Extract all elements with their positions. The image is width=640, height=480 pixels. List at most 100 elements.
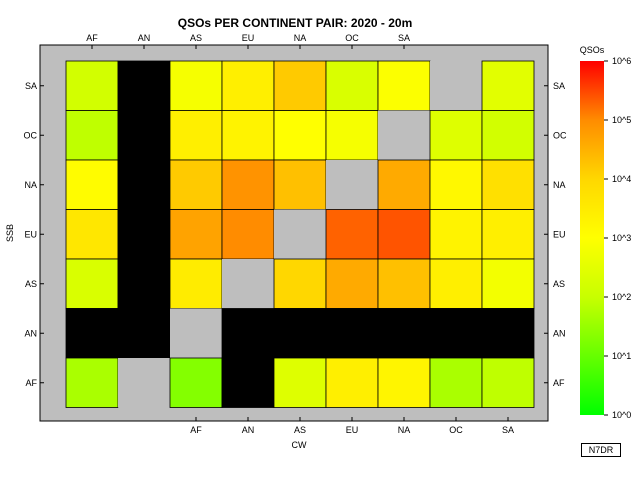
heatmap-cell	[117, 159, 171, 210]
heatmap-cell	[169, 357, 223, 408]
heatmap-cell	[273, 159, 327, 210]
colorbar-tick-label: 10^4	[612, 174, 631, 184]
heatmap-cell	[221, 110, 275, 161]
heatmap-cell	[273, 357, 327, 408]
heatmap-cell	[273, 60, 327, 111]
heatmap-cell	[118, 358, 170, 408]
y-tick-label-right: NA	[553, 180, 566, 190]
heatmap-cell	[65, 209, 119, 260]
heatmap-cell	[481, 258, 535, 309]
heatmap-cell	[117, 258, 171, 309]
x-tick-label-bottom: NA	[398, 425, 411, 435]
colorbar-tick-label: 10^5	[612, 115, 631, 125]
axis-ticks: AF AN AS EU NA OC SA AF AN AS EU NA OC SA SA SA OC OC NA NA…	[24, 33, 568, 435]
heatmap-cell	[65, 60, 119, 111]
heatmap-cell	[325, 308, 379, 359]
x-tick-label-top: AS	[190, 33, 202, 43]
heatmap-cell	[377, 357, 431, 408]
x-tick-label-top: EU	[242, 33, 255, 43]
x-axis-label: CW	[292, 440, 307, 450]
x-tick-label-top: OC	[345, 33, 359, 43]
heatmap-cell	[377, 60, 431, 111]
colorbar-tick-label: 10^3	[612, 233, 631, 243]
heatmap-cell	[429, 159, 483, 210]
heatmap-cell	[481, 60, 535, 111]
heatmap-cell	[377, 308, 431, 359]
heatmap-cell	[169, 159, 223, 210]
y-tick-label-left: AF	[25, 378, 37, 388]
y-tick-label-left: EU	[24, 229, 37, 239]
y-tick-label-left: AN	[24, 328, 37, 338]
heatmap-cell	[429, 110, 483, 161]
colorbar-ticks: 10^6 10^5 10^4 10^3 10^2 10^1 10^0	[604, 56, 631, 420]
heatmap-cell	[325, 209, 379, 260]
heatmap-cell	[378, 110, 430, 160]
heatmap-cell	[169, 60, 223, 111]
colorbar-label: QSOs	[580, 45, 605, 55]
heatmap-cell	[117, 60, 171, 111]
heatmap-cell	[274, 209, 326, 259]
colorbar	[580, 61, 604, 415]
colorbar-tick-label: 10^0	[612, 410, 631, 420]
x-tick-label-bottom: EU	[346, 425, 359, 435]
x-tick-label-top: SA	[398, 33, 410, 43]
y-tick-label-left: SA	[25, 81, 37, 91]
x-tick-label-bottom: SA	[502, 425, 514, 435]
y-tick-label-left: NA	[24, 180, 37, 190]
colorbar-tick-label: 10^1	[612, 351, 631, 361]
heatmap-cell	[273, 258, 327, 309]
colorbar-tick-label: 10^6	[612, 56, 631, 66]
chart-title: QSOs PER CONTINENT PAIR: 2020 - 20m	[178, 16, 413, 30]
heatmap-cell	[481, 308, 535, 359]
heatmap-cell	[273, 110, 327, 161]
heatmap-cell	[221, 357, 275, 408]
credit-box: N7DR	[581, 443, 621, 457]
y-tick-label-left: OC	[24, 130, 38, 140]
heatmap-cell	[170, 308, 222, 358]
heatmap-cell	[117, 209, 171, 260]
heatmap-cell	[325, 258, 379, 309]
y-axis-label: SSB	[5, 224, 15, 242]
heatmap-cell	[325, 357, 379, 408]
heatmap-cell	[117, 110, 171, 161]
heatmap-cell	[429, 357, 483, 408]
x-tick-label-bottom: AN	[242, 425, 255, 435]
y-tick-label-left: AS	[25, 279, 37, 289]
heatmap-cell	[481, 110, 535, 161]
heatmap-cells	[65, 60, 535, 408]
y-tick-label-right: SA	[553, 81, 565, 91]
heatmap-cell	[481, 209, 535, 260]
y-tick-label-right: AN	[553, 328, 566, 338]
heatmap-cell	[221, 159, 275, 210]
heatmap-cell	[481, 357, 535, 408]
heatmap-cell	[169, 209, 223, 260]
heatmap-cell	[325, 60, 379, 111]
heatmap-cell	[430, 61, 482, 111]
x-tick-label-top: AF	[86, 33, 98, 43]
y-tick-label-right: AS	[553, 279, 565, 289]
heatmap-cell	[65, 308, 119, 359]
heatmap-cell	[429, 308, 483, 359]
y-tick-label-right: EU	[553, 229, 566, 239]
heatmap-cell	[429, 209, 483, 260]
heatmap-cell	[221, 308, 275, 359]
heatmap-cell	[429, 258, 483, 309]
y-tick-label-right: AF	[553, 378, 565, 388]
heatmap-cell	[377, 209, 431, 260]
x-tick-label-bottom: AF	[190, 425, 202, 435]
heatmap-cell	[65, 110, 119, 161]
heatmap-cell	[169, 110, 223, 161]
heatmap-cell	[221, 209, 275, 260]
heatmap-cell	[169, 258, 223, 309]
heatmap-cell	[377, 159, 431, 210]
heatmap-cell	[273, 308, 327, 359]
x-tick-label-top: NA	[294, 33, 307, 43]
heatmap-cell	[325, 110, 379, 161]
y-tick-label-right: OC	[553, 130, 567, 140]
heatmap-cell	[481, 159, 535, 210]
heatmap-cell	[65, 159, 119, 210]
heatmap-cell	[326, 160, 378, 210]
heatmap-cell	[117, 308, 171, 359]
heatmap-cell	[221, 60, 275, 111]
